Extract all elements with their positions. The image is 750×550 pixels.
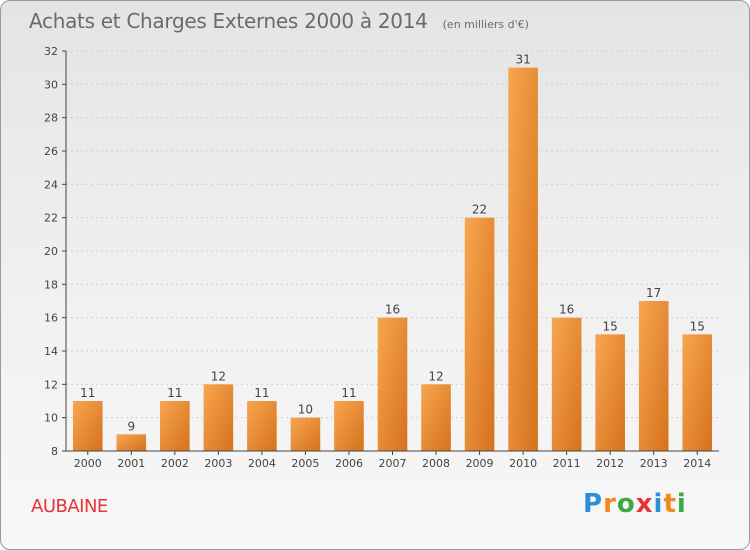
bar-value-label: 12 [211,369,226,383]
bar-value-label: 11 [341,386,356,400]
y-tick-label: 22 [44,212,58,225]
x-tick-label: 2009 [466,457,494,470]
y-tick-label: 14 [44,345,58,358]
bar-value-label: 11 [254,386,269,400]
proxiti-logo[interactable]: Proxiti [583,489,687,519]
y-tick-label: 32 [44,45,58,58]
y-tick-label: 12 [44,378,58,391]
bar [682,334,713,451]
bar [421,384,451,451]
bar-value-label: 16 [385,303,400,317]
bar-value-label: 11 [167,386,182,400]
x-tick-label: 2007 [379,457,407,470]
x-tick-label: 2008 [422,457,450,470]
logo-letter: o [616,489,636,519]
x-tick-label: 2013 [640,457,668,470]
logo-letter: r [603,489,617,519]
bar-value-label: 22 [472,203,487,217]
y-tick-label: 26 [44,145,58,158]
commune-name: AUBAINE [31,496,108,517]
labels: 8 10 12 14 16 18 20 22 24 26 28 30 32 11 2000 9 2001 11 20… [44,45,711,470]
logo-letter: i [653,489,664,519]
logo-letter: x [635,489,654,519]
y-tick-label: 24 [44,178,58,191]
bar [464,217,495,451]
y-tick-label: 10 [44,412,58,425]
bars [72,67,713,452]
bar-value-label: 31 [515,53,530,67]
bar [160,401,190,451]
y-tick-label: 16 [44,312,58,325]
y-tick-label: 20 [44,245,58,258]
bar [203,384,234,451]
chart-title: Achats et Charges Externes 2000 à 2014 [29,9,428,33]
axes [62,50,719,455]
x-tick-label: 2014 [683,457,711,470]
bar [116,434,147,451]
y-tick-label: 28 [44,112,58,125]
logo-letter: P [583,489,604,519]
x-tick-label: 2001 [117,457,145,470]
bar [72,401,103,451]
bar-value-label: 11 [80,386,95,400]
bar [551,317,582,451]
bar [290,417,321,451]
logo-letter: t [663,489,677,519]
x-tick-label: 2011 [553,457,581,470]
bar [638,301,669,451]
bar-value-label: 16 [559,303,574,317]
bar-value-label: 12 [428,369,443,383]
chart-unit-note: (en milliers d'€) [442,18,529,31]
y-tick-label: 8 [51,445,58,458]
x-tick-label: 2002 [161,457,189,470]
bar-value-label: 17 [646,286,661,300]
y-tick-label: 18 [44,278,58,291]
x-tick-label: 2000 [74,457,102,470]
bar-value-label: 9 [127,419,135,433]
bar-value-label: 15 [603,319,618,333]
x-tick-label: 2012 [596,457,624,470]
bar [595,334,625,451]
x-tick-label: 2004 [248,457,276,470]
x-tick-label: 2005 [291,457,319,470]
bar-value-label: 15 [690,319,705,333]
title-row: Achats et Charges Externes 2000 à 2014 (… [29,9,529,33]
bar-value-label: 10 [298,403,313,417]
bar [334,401,364,451]
bar [247,401,277,451]
bar [377,317,408,451]
bar [508,67,538,452]
x-tick-label: 2006 [335,457,363,470]
x-tick-label: 2010 [509,457,537,470]
logo-letter: i [676,489,687,519]
x-tick-label: 2003 [204,457,232,470]
y-tick-label: 30 [44,78,58,91]
